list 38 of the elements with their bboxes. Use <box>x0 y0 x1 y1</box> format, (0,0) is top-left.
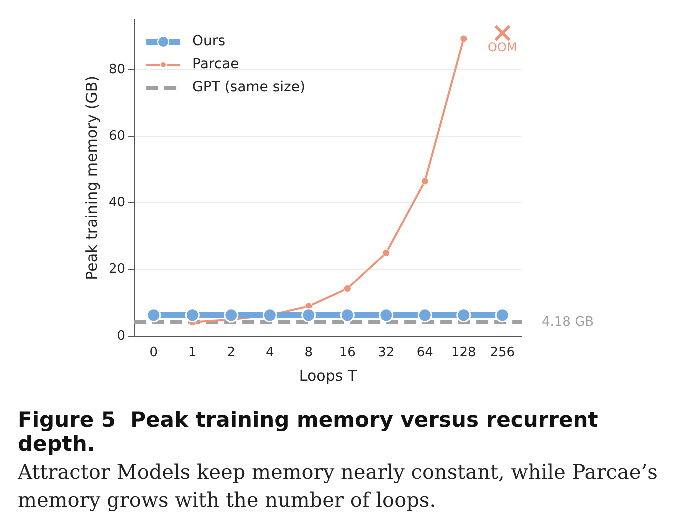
text: Attractor Models keep memory nearly constant, while Parcae’s memory grows with the number of loops. <box>18 459 659 514</box>
x-axis-title: Loops T <box>299 366 358 385</box>
legend-label: Ours <box>192 34 226 50</box>
x-tick-label: 64 <box>416 346 434 361</box>
x-tick-label: 1 <box>188 346 197 361</box>
y-tick-label: 80 <box>108 62 126 78</box>
point <box>146 308 162 323</box>
annotation: OOM <box>488 40 518 54</box>
point <box>302 308 316 323</box>
point <box>456 308 472 323</box>
y-tick-label: 20 <box>108 262 126 278</box>
point <box>495 308 510 323</box>
point <box>421 178 429 186</box>
y-axis-title: Peak training memory (GB) <box>82 76 101 280</box>
point <box>340 308 355 323</box>
point <box>185 308 200 323</box>
x-tick-label: 4 <box>266 346 274 361</box>
point <box>460 35 468 43</box>
point <box>224 308 239 323</box>
point <box>344 285 352 293</box>
x-tick-label: 2 <box>227 346 236 361</box>
point <box>382 249 390 257</box>
x-tick-label: 32 <box>378 346 395 361</box>
x-tick-label: 0 <box>150 346 158 361</box>
x-tick-label: 256 <box>490 346 516 361</box>
x-tick-label: 128 <box>451 346 476 361</box>
x-tick-label: 16 <box>339 346 356 361</box>
point <box>418 308 432 323</box>
y-tick-label: 60 <box>108 128 126 144</box>
y-tick-label: 0 <box>117 328 126 344</box>
point <box>379 308 394 323</box>
legend-label: GPT (same size) <box>192 80 306 96</box>
x-tick-label: 8 <box>304 346 314 361</box>
text: 4.18 GB <box>542 314 594 330</box>
legend-label: Parcae <box>192 56 240 73</box>
text: Figure 5 Peak training memory versus recurrent depth. <box>18 408 600 456</box>
point <box>262 308 278 323</box>
y-tick-label: 40 <box>108 196 126 211</box>
